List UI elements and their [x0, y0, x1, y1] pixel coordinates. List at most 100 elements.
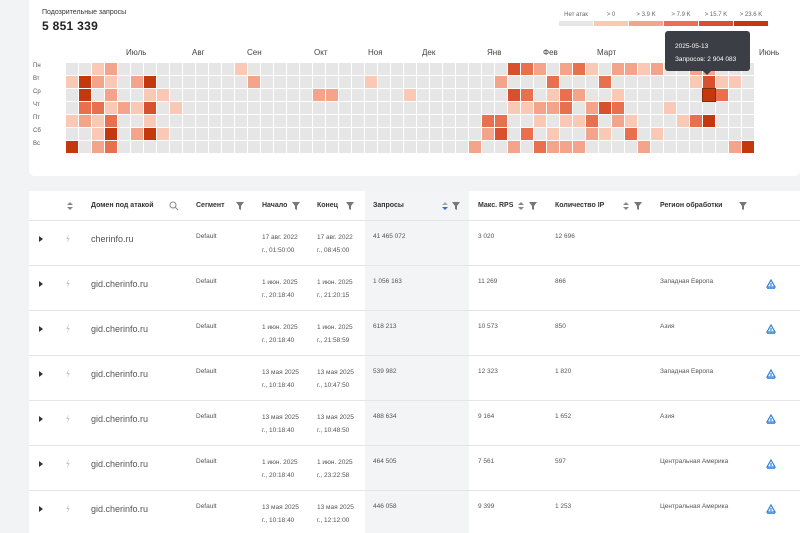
- heatmap-cell[interactable]: [599, 128, 611, 140]
- heatmap-cell[interactable]: [690, 128, 702, 140]
- heatmap-cell[interactable]: [66, 89, 78, 101]
- expand-row-icon[interactable]: [39, 236, 43, 242]
- heatmap-cell[interactable]: [378, 102, 390, 114]
- header-region[interactable]: Регион обработки: [660, 202, 723, 209]
- heatmap-cell[interactable]: [430, 141, 442, 153]
- heatmap-cell[interactable]: [287, 115, 299, 127]
- heatmap-cell[interactable]: [235, 115, 247, 127]
- heatmap-cell[interactable]: [443, 102, 455, 114]
- heatmap-cell[interactable]: [261, 141, 273, 153]
- heatmap-cell[interactable]: [508, 63, 520, 75]
- heatmap-cell[interactable]: [274, 128, 286, 140]
- heatmap-cell[interactable]: [352, 63, 364, 75]
- heatmap-cell[interactable]: [625, 102, 637, 114]
- heatmap-cell[interactable]: [92, 141, 104, 153]
- heatmap-cell[interactable]: [469, 115, 481, 127]
- heatmap-cell[interactable]: [404, 128, 416, 140]
- heatmap-cell[interactable]: [599, 76, 611, 88]
- heatmap-cell[interactable]: [482, 63, 494, 75]
- heatmap-cell[interactable]: [105, 115, 117, 127]
- heatmap-cell[interactable]: [560, 141, 572, 153]
- heatmap-cell[interactable]: [625, 115, 637, 127]
- heatmap-cell[interactable]: [586, 141, 598, 153]
- filter-icon[interactable]: [346, 202, 354, 210]
- heatmap-cell[interactable]: [170, 141, 182, 153]
- heatmap-cell[interactable]: [612, 63, 624, 75]
- table-row[interactable]: gid.cherinfo.ru Default 13 мая 2025 г., 1…: [29, 401, 800, 446]
- heatmap-cell[interactable]: [79, 63, 91, 75]
- heatmap-cell[interactable]: [456, 63, 468, 75]
- heatmap-cell[interactable]: [677, 141, 689, 153]
- expand-row-icon[interactable]: [39, 371, 43, 377]
- heatmap-cell[interactable]: [339, 115, 351, 127]
- heatmap-cell[interactable]: [443, 141, 455, 153]
- heatmap-cell[interactable]: [235, 102, 247, 114]
- heatmap-cell[interactable]: [521, 76, 533, 88]
- heatmap-cell[interactable]: [300, 128, 312, 140]
- expand-row-icon[interactable]: [39, 506, 43, 512]
- heatmap-cell[interactable]: [183, 102, 195, 114]
- heatmap-cell[interactable]: [495, 76, 507, 88]
- heatmap-cell[interactable]: [365, 102, 377, 114]
- heatmap-cell[interactable]: [157, 141, 169, 153]
- heatmap-cell[interactable]: [547, 63, 559, 75]
- heatmap-cell[interactable]: [625, 89, 637, 101]
- heatmap-cell[interactable]: [690, 89, 702, 101]
- heatmap-cell[interactable]: [742, 115, 754, 127]
- heatmap-cell[interactable]: [521, 63, 533, 75]
- heatmap-cell[interactable]: [313, 128, 325, 140]
- heatmap-cell[interactable]: [261, 115, 273, 127]
- heatmap-cell[interactable]: [664, 76, 676, 88]
- mitigation-icon[interactable]: [766, 504, 776, 514]
- heatmap-cell[interactable]: [547, 141, 559, 153]
- heatmap-cell[interactable]: [742, 102, 754, 114]
- heatmap-cell[interactable]: [638, 63, 650, 75]
- heatmap-cell[interactable]: [495, 115, 507, 127]
- heatmap-cell[interactable]: [560, 102, 572, 114]
- heatmap-cell[interactable]: [92, 102, 104, 114]
- heatmap-cell[interactable]: [716, 115, 728, 127]
- mitigation-icon[interactable]: [766, 324, 776, 334]
- heatmap-cell[interactable]: [729, 115, 741, 127]
- mitigation-icon[interactable]: [766, 369, 776, 379]
- heatmap-cell[interactable]: [573, 141, 585, 153]
- heatmap-cell[interactable]: [196, 63, 208, 75]
- domain-cell[interactable]: gid.cherinfo.ru: [91, 369, 149, 379]
- sort-icon[interactable]: [66, 202, 74, 210]
- table-row[interactable]: gid.cherinfo.ru Default 13 мая 2025 г., 1…: [29, 356, 800, 401]
- heatmap-cell[interactable]: [729, 102, 741, 114]
- heatmap-cell[interactable]: [443, 63, 455, 75]
- heatmap-cell[interactable]: [378, 115, 390, 127]
- heatmap-cell[interactable]: [482, 89, 494, 101]
- heatmap-cell[interactable]: [560, 89, 572, 101]
- heatmap-cell[interactable]: [326, 76, 338, 88]
- heatmap-cell[interactable]: [651, 115, 663, 127]
- heatmap-cell[interactable]: [248, 115, 260, 127]
- heatmap-cell[interactable]: [495, 89, 507, 101]
- heatmap-cell[interactable]: [170, 102, 182, 114]
- heatmap-cell[interactable]: [508, 128, 520, 140]
- heatmap-cell[interactable]: [469, 102, 481, 114]
- heatmap-cell[interactable]: [404, 102, 416, 114]
- heatmap-cell[interactable]: [79, 115, 91, 127]
- heatmap-cell[interactable]: [157, 102, 169, 114]
- heatmap-cell[interactable]: [469, 128, 481, 140]
- heatmap-cell[interactable]: [586, 89, 598, 101]
- heatmap-cell[interactable]: [495, 63, 507, 75]
- heatmap-cell[interactable]: [417, 128, 429, 140]
- heatmap-cell[interactable]: [521, 89, 533, 101]
- heatmap-cell[interactable]: [248, 63, 260, 75]
- heatmap-cell[interactable]: [560, 115, 572, 127]
- heatmap-cell[interactable]: [638, 102, 650, 114]
- heatmap-cell[interactable]: [118, 115, 130, 127]
- heatmap-cell[interactable]: [391, 89, 403, 101]
- heatmap-cell[interactable]: [352, 115, 364, 127]
- heatmap-cell[interactable]: [105, 63, 117, 75]
- heatmap-cell[interactable]: [222, 141, 234, 153]
- expand-row-icon[interactable]: [39, 281, 43, 287]
- heatmap-cell[interactable]: [703, 128, 715, 140]
- expand-row-icon[interactable]: [39, 416, 43, 422]
- heatmap-cell[interactable]: [677, 89, 689, 101]
- sort-desc-icon[interactable]: [441, 202, 449, 210]
- heatmap-cell[interactable]: [638, 141, 650, 153]
